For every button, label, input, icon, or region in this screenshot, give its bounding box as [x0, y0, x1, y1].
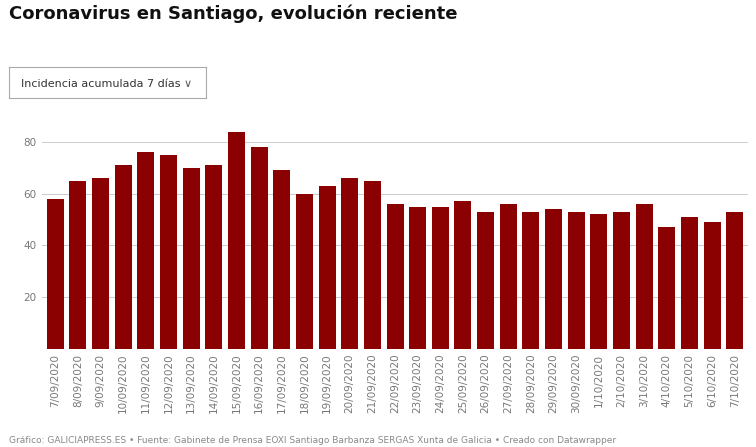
Bar: [658, 227, 675, 349]
Text: Gráfico: GALICIAPRESS.ES • Fuente: Gabinete de Prensa EOXI Santiago Barbanza SER: Gráfico: GALICIAPRESS.ES • Fuente: Gabin…: [9, 436, 616, 445]
Bar: [568, 212, 584, 349]
Bar: [138, 152, 154, 349]
Bar: [522, 212, 540, 349]
Bar: [364, 181, 381, 349]
Bar: [409, 207, 426, 349]
Bar: [386, 204, 404, 349]
Bar: [454, 202, 472, 349]
Bar: [183, 168, 200, 349]
Bar: [545, 209, 562, 349]
Bar: [590, 215, 607, 349]
Bar: [477, 212, 494, 349]
Bar: [115, 165, 132, 349]
Bar: [273, 170, 290, 349]
Bar: [250, 147, 268, 349]
Bar: [500, 204, 517, 349]
Bar: [341, 178, 358, 349]
Bar: [318, 186, 336, 349]
Bar: [681, 217, 698, 349]
Bar: [296, 194, 313, 349]
Text: Coronavirus en Santiago, evolución reciente: Coronavirus en Santiago, evolución recie…: [9, 4, 457, 23]
Bar: [70, 181, 86, 349]
Bar: [92, 178, 109, 349]
Bar: [432, 207, 449, 349]
Text: Incidencia acumulada 7 días: Incidencia acumulada 7 días: [21, 79, 181, 89]
Text: ∨: ∨: [184, 79, 192, 89]
Bar: [704, 222, 720, 349]
Bar: [206, 165, 222, 349]
Bar: [228, 132, 245, 349]
Bar: [727, 212, 743, 349]
Bar: [636, 204, 652, 349]
Bar: [47, 199, 64, 349]
Bar: [613, 212, 630, 349]
Bar: [160, 155, 177, 349]
